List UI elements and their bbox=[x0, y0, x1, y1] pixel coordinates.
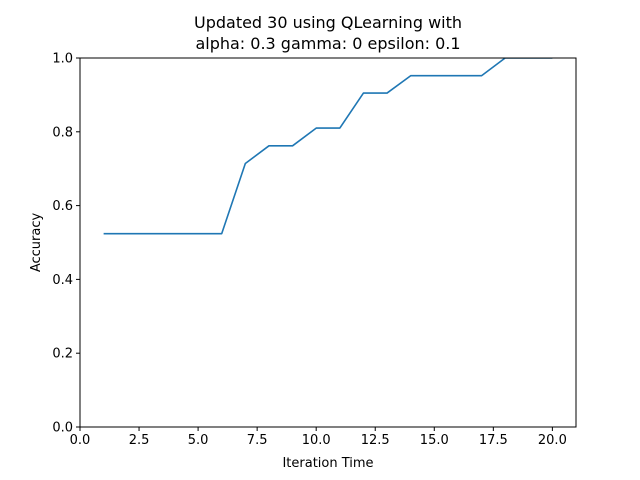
x-tick-label: 17.5 bbox=[479, 433, 508, 448]
x-tick-label: 5.0 bbox=[188, 433, 209, 448]
y-axis-label: Accuracy bbox=[29, 213, 44, 273]
accuracy-series-line bbox=[103, 58, 553, 235]
chart-title-line2: alpha: 0.3 gamma: 0 epsilon: 0.1 bbox=[195, 34, 460, 53]
series-layer bbox=[103, 58, 553, 235]
x-tick-label: 7.5 bbox=[247, 433, 268, 448]
y-tick-label: 0.0 bbox=[52, 421, 73, 436]
x-axis: 0.0 2.5 5.0 7.5 10.0 12.5 15.0 17.5 20.0 bbox=[70, 427, 567, 448]
x-tick-label: 15.0 bbox=[420, 433, 449, 448]
x-tick-label: 2.5 bbox=[129, 433, 150, 448]
y-tick-label: 0.6 bbox=[52, 199, 73, 214]
y-tick-label: 0.4 bbox=[52, 273, 73, 288]
x-tick-label: 20.0 bbox=[538, 433, 567, 448]
y-tick-label: 1.0 bbox=[52, 52, 73, 67]
y-tick-label: 0.2 bbox=[52, 347, 73, 362]
x-tick-label: 12.5 bbox=[361, 433, 390, 448]
x-tick-label: 0.0 bbox=[70, 433, 91, 448]
plot-area-frame bbox=[79, 57, 577, 428]
x-axis-label: Iteration Time bbox=[282, 456, 373, 471]
y-tick-label: 0.8 bbox=[52, 125, 73, 140]
chart-title-line1: Updated 30 using QLearning with bbox=[194, 13, 462, 32]
x-tick-label: 10.0 bbox=[302, 433, 331, 448]
y-axis: 0.0 0.2 0.4 0.6 0.8 1.0 bbox=[52, 52, 80, 436]
